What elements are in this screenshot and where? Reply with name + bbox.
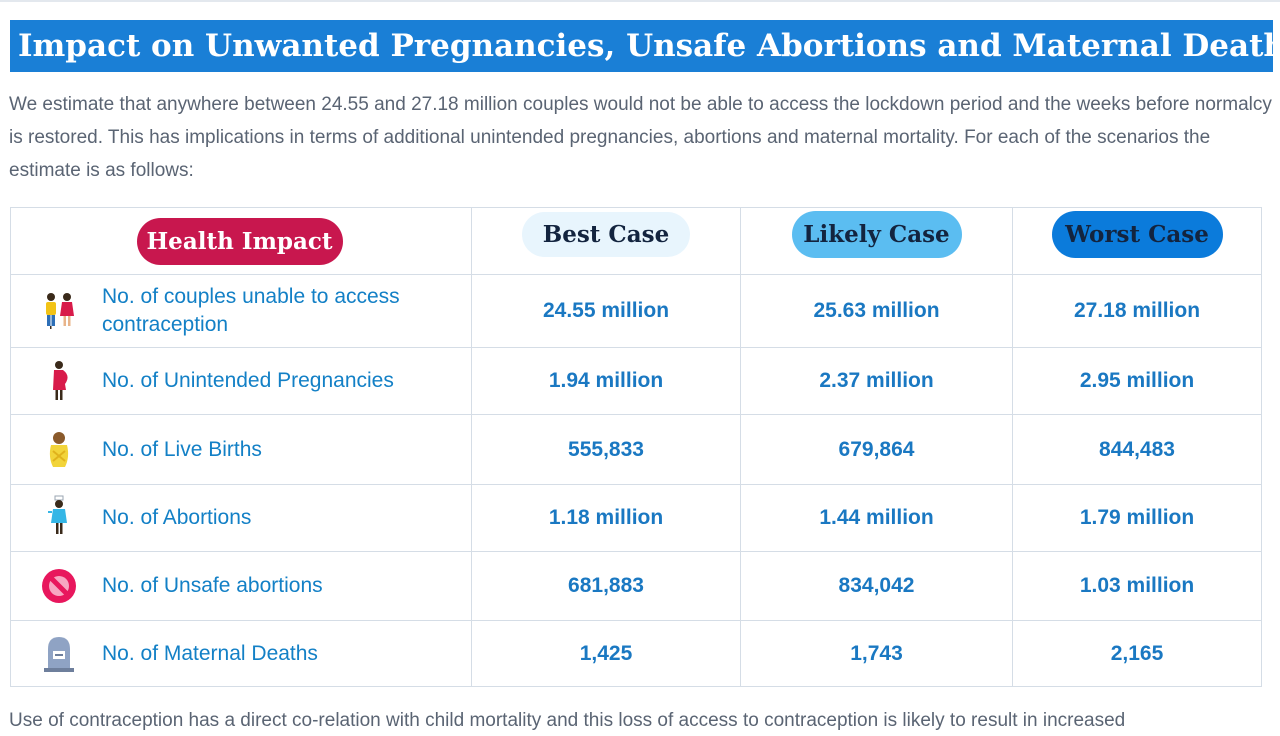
impact-table: Health Impact Best Case Likely Case Wors… xyxy=(10,207,1262,687)
couple-icon xyxy=(46,293,74,329)
health-impact-pill: Health Impact xyxy=(136,217,343,265)
row-label-cell: No. of Unsafe abortions xyxy=(10,551,472,621)
worst-case-value: 2.95 million xyxy=(1012,347,1262,415)
table-row: No. of Unsafe abortions 681,883 834,042 … xyxy=(10,551,1262,621)
worst-case-value: 2,165 xyxy=(1012,620,1262,687)
row-label-cell: No. of Live Births xyxy=(10,414,472,485)
row-label-cell: No. of Abortions xyxy=(10,484,472,552)
page-title: Impact on Unwanted Pregnancies, Unsafe A… xyxy=(10,20,1273,72)
likely-case-value: 1.44 million xyxy=(740,484,1013,552)
row-label: No. of Maternal Deaths xyxy=(102,641,318,665)
best-case-value: 1,425 xyxy=(471,620,741,687)
header-best-case-cell: Best Case xyxy=(471,207,741,275)
top-border xyxy=(0,0,1280,2)
likely-case-value: 679,864 xyxy=(740,414,1013,485)
row-label-cell: No. of Maternal Deaths xyxy=(10,620,472,687)
likely-case-pill: Likely Case xyxy=(791,210,962,258)
table-row: No. of Unintended Pregnancies 1.94 milli… xyxy=(10,347,1262,415)
intro-paragraph: We estimate that anywhere between 24.55 … xyxy=(9,94,1272,181)
row-label: No. of Unintended Pregnancies xyxy=(102,369,394,392)
nurse-icon xyxy=(48,495,67,534)
best-case-value: 1.18 million xyxy=(471,484,741,552)
table-row: No. of Live Births 555,833 679,864 844,4… xyxy=(10,414,1262,485)
bottom-paragraph: Use of contraception has a direct co-rel… xyxy=(9,710,1126,731)
best-case-value: 1.94 million xyxy=(471,347,741,415)
best-case-value: 681,883 xyxy=(471,551,741,621)
header-likely-case-cell: Likely Case xyxy=(740,207,1013,275)
table-row: No. of Maternal Deaths 1,425 1,743 2,165 xyxy=(10,620,1262,687)
header-health-impact-cell: Health Impact xyxy=(10,207,472,275)
baby-icon xyxy=(49,431,69,467)
worst-case-value: 1.79 million xyxy=(1012,484,1262,552)
row-label: No. of couples unable to access contrace… xyxy=(102,285,400,336)
header-worst-case-cell: Worst Case xyxy=(1012,207,1262,275)
worst-case-value: 844,483 xyxy=(1012,414,1262,485)
gravestone-icon xyxy=(44,636,74,672)
best-case-pill: Best Case xyxy=(522,211,690,257)
row-label-cell: No. of Unintended Pregnancies xyxy=(10,347,472,415)
table-row: No. of couples unable to access contrace… xyxy=(10,274,1262,348)
worst-case-value: 27.18 million xyxy=(1012,274,1262,348)
best-case-value: 24.55 million xyxy=(471,274,741,348)
pregnant-woman-icon xyxy=(53,361,68,400)
likely-case-value: 1,743 xyxy=(740,620,1013,687)
table-header-row: Health Impact Best Case Likely Case Wors… xyxy=(10,207,1262,275)
likely-case-value: 2.37 million xyxy=(740,347,1013,415)
row-label: No. of Live Births xyxy=(102,437,262,461)
table-row: No. of Abortions 1.18 million 1.44 milli… xyxy=(10,484,1262,552)
likely-case-value: 25.63 million xyxy=(740,274,1013,348)
worst-case-pill: Worst Case xyxy=(1051,210,1223,258)
prohibited-icon xyxy=(42,569,76,603)
row-label: No. of Unsafe abortions xyxy=(102,574,323,597)
row-label-cell: No. of couples unable to access contrace… xyxy=(10,274,472,348)
worst-case-value: 1.03 million xyxy=(1012,551,1262,621)
best-case-value: 555,833 xyxy=(471,414,741,485)
likely-case-value: 834,042 xyxy=(740,551,1013,621)
row-label: No. of Abortions xyxy=(102,506,252,529)
